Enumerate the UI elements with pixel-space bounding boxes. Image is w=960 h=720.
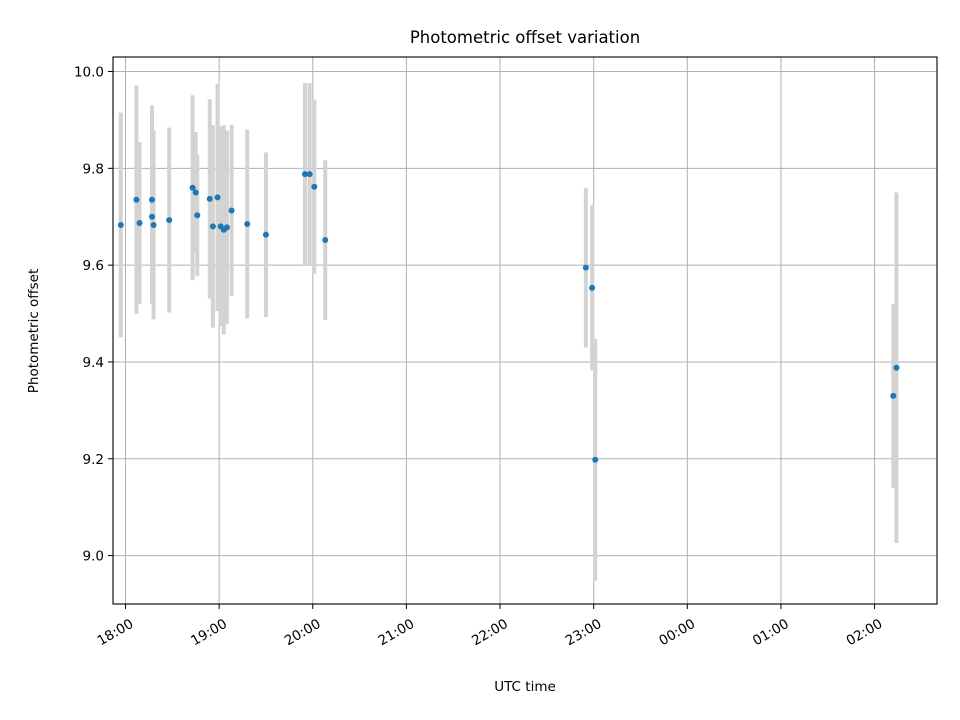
data-point [244,221,251,228]
y-tick-label: 9.8 [83,161,104,177]
y-tick-label: 10.0 [74,65,104,81]
data-point [166,217,173,224]
data-point [592,456,599,463]
data-point [149,213,156,220]
data-point [133,196,140,203]
data-point [136,220,143,227]
y-tick-label: 9.6 [83,258,104,274]
point-layer [117,171,900,463]
data-point [589,284,596,291]
data-point [189,184,196,191]
y-axis-label: Photometric offset [26,269,42,393]
data-point [582,264,589,271]
chart-title: Photometric offset variation [410,28,640,47]
y-axis-ticks: 9.0 9.2 9.4 9.6 9.8 10.0 [74,65,113,565]
data-point [194,212,201,219]
data-point [149,196,156,203]
data-point [150,221,157,228]
data-point [209,223,216,230]
data-point [322,236,329,243]
data-point [223,224,230,231]
data-point [311,183,318,190]
data-point [192,189,199,196]
data-point [306,171,313,178]
data-point [893,364,900,371]
data-point [262,231,269,238]
y-tick-label: 9.2 [83,452,104,468]
data-point [206,195,213,202]
data-point [117,221,124,228]
data-point [214,194,221,201]
data-point [301,171,308,178]
plot-frame [112,56,938,605]
y-tick-label: 9.4 [83,355,104,371]
x-axis-label: UTC time [494,679,556,695]
data-point [890,392,897,399]
y-tick-label: 9.0 [83,549,104,565]
data-point [228,207,235,214]
